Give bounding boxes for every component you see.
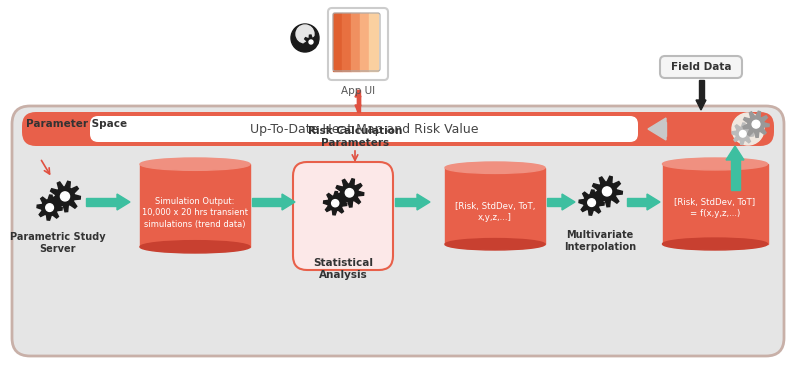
Polygon shape [335,179,364,207]
Text: Field Data: Field Data [670,62,731,72]
Polygon shape [417,194,430,210]
Polygon shape [117,194,130,210]
Circle shape [732,113,764,145]
Circle shape [291,24,319,52]
Circle shape [332,199,338,207]
Polygon shape [732,123,754,145]
FancyBboxPatch shape [22,112,774,146]
FancyBboxPatch shape [293,162,393,270]
Text: Up-To-Date Heat Map and Risk Value: Up-To-Date Heat Map and Risk Value [250,123,478,137]
Polygon shape [395,198,417,206]
Text: Simulation Output:
10,000 x 20 hrs transient
simulations (trend data): Simulation Output: 10,000 x 20 hrs trans… [142,197,248,229]
Ellipse shape [140,158,250,170]
Text: [Risk, StdDev, ToT,
x,y,z,...]: [Risk, StdDev, ToT, x,y,z,...] [455,202,535,223]
Text: App UI: App UI [341,86,375,96]
Polygon shape [627,198,647,206]
Polygon shape [579,190,604,215]
Ellipse shape [140,241,250,253]
FancyBboxPatch shape [12,106,784,356]
Polygon shape [355,90,361,97]
Polygon shape [37,195,62,220]
Polygon shape [743,111,770,137]
Circle shape [602,187,611,196]
Bar [140,164,250,247]
Text: Parametric Study
Server: Parametric Study Server [10,232,106,254]
Polygon shape [647,194,660,210]
Circle shape [296,25,314,43]
Ellipse shape [445,162,545,173]
Polygon shape [648,118,666,140]
FancyBboxPatch shape [90,116,638,142]
Text: [Risk, StdDev, ToT]
= f(x,y,z,...): [Risk, StdDev, ToT] = f(x,y,z,...) [674,198,755,219]
Circle shape [752,120,760,128]
Bar [342,13,351,71]
Polygon shape [50,181,80,212]
Polygon shape [86,198,117,206]
Polygon shape [726,146,744,160]
Polygon shape [562,194,575,210]
Polygon shape [323,191,347,215]
Bar [333,13,342,71]
Bar [369,13,378,71]
Text: Risk Calculation
Parameters: Risk Calculation Parameters [308,126,402,147]
FancyBboxPatch shape [328,8,388,80]
FancyBboxPatch shape [660,56,742,78]
Circle shape [309,40,313,44]
Text: Multivariate
Interpolation: Multivariate Interpolation [564,230,636,251]
Polygon shape [698,80,703,100]
Ellipse shape [662,158,767,170]
Polygon shape [355,105,361,112]
Polygon shape [304,35,318,49]
Circle shape [588,199,595,206]
Bar [360,13,369,71]
Polygon shape [730,160,739,190]
Ellipse shape [445,239,545,250]
Circle shape [61,192,70,201]
Bar [445,168,545,244]
Polygon shape [665,122,666,136]
Ellipse shape [662,238,767,250]
Polygon shape [282,194,295,210]
Polygon shape [357,90,359,105]
Circle shape [346,188,354,197]
Bar [351,13,360,71]
Bar [662,164,767,244]
Text: Statistical
Analysis: Statistical Analysis [313,258,373,280]
Polygon shape [252,198,282,206]
Polygon shape [592,176,622,207]
Polygon shape [696,100,706,110]
Polygon shape [357,97,359,112]
Circle shape [46,204,54,212]
Polygon shape [547,198,562,206]
Text: Parameter Space: Parameter Space [26,119,127,129]
Circle shape [739,131,746,137]
